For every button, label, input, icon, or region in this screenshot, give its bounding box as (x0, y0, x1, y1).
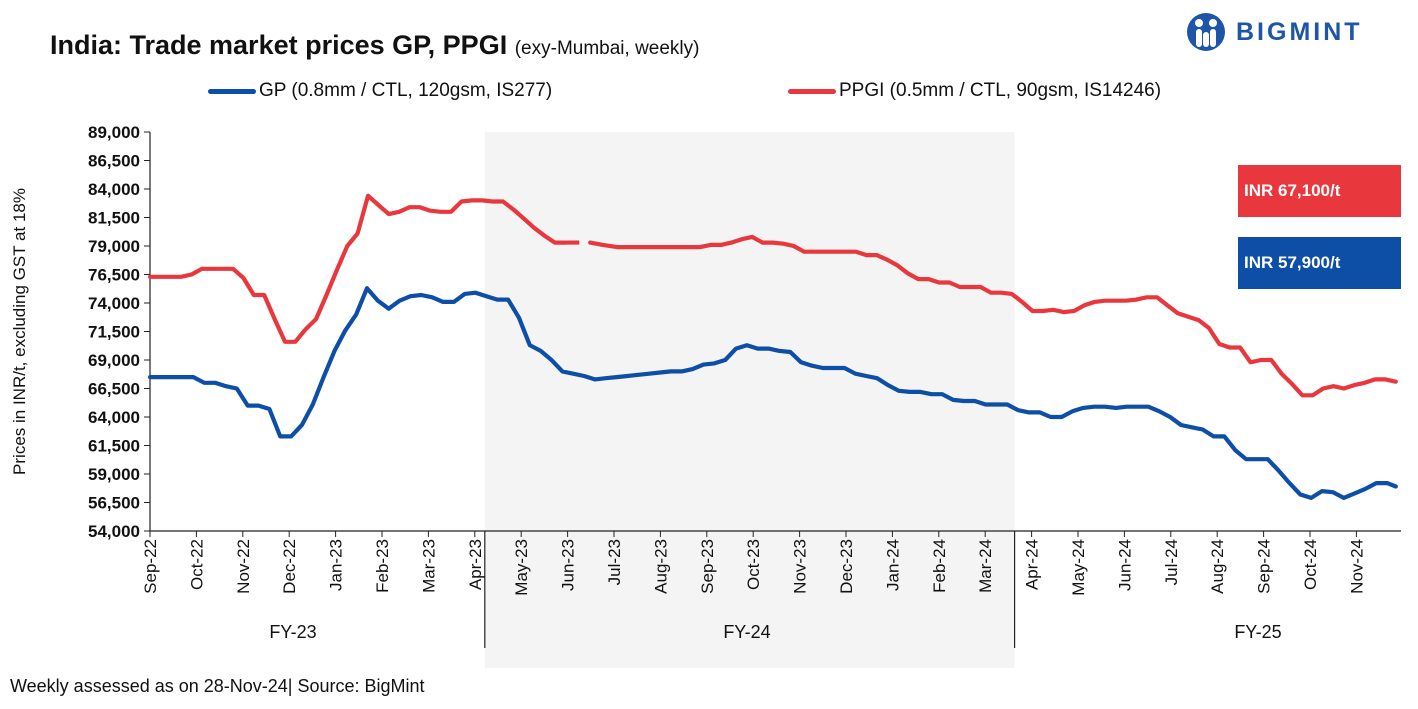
footer-note: Weekly assessed as on 28-Nov-24| Source:… (10, 676, 425, 697)
legend-label-gp: GP (0.8mm / CTL, 120gsm, IS277) (259, 80, 553, 101)
x-tick-label: Jun-23 (559, 539, 578, 591)
brand-name: BIGMINT (1236, 17, 1363, 46)
x-tick-label: Jan-24 (883, 539, 902, 591)
y-tick-label: 74,000 (88, 294, 140, 313)
x-tick-label: Oct-24 (1301, 539, 1320, 590)
legend-swatch-ppgi (788, 88, 836, 94)
y-tick-label: 56,500 (88, 494, 140, 513)
x-tick-label: Nov-23 (791, 539, 810, 594)
series-line-ppgi (588, 234, 1398, 398)
x-tick-label: Apr-24 (1023, 539, 1042, 590)
y-tick-label: 59,000 (88, 465, 140, 484)
y-axis-label: Prices in INR/t, excluding GST at 18% (10, 188, 29, 475)
x-tick-label: Aug-23 (651, 539, 670, 594)
x-tick-label: Nov-24 (1347, 539, 1366, 594)
series-line-ppgi (147, 193, 568, 344)
x-tick-label: Oct-22 (187, 539, 206, 590)
fiscal-year-label: FY-24 (723, 622, 770, 642)
y-tick-label: 64,000 (88, 408, 140, 427)
legend-label-ppgi: PPGI (0.5mm / CTL, 90gsm, IS14246) (839, 80, 1162, 101)
bigmint-logo-icon (1187, 13, 1225, 51)
chart-title: India: Trade market prices GP, PPGI (exy… (50, 30, 699, 61)
fiscal-year-label: FY-23 (269, 622, 316, 642)
x-tick-label: Jul-23 (605, 539, 624, 585)
x-tick-label: Oct-23 (744, 539, 763, 590)
x-tick-label: Apr-23 (466, 539, 485, 590)
x-tick-label: Sep-22 (141, 539, 160, 594)
x-tick-label: Jul-24 (1162, 539, 1181, 585)
y-tick-label: 79,000 (88, 237, 140, 256)
x-tick-label: Dec-22 (280, 539, 299, 594)
chart-subtitle: (exy-Mumbai, weekly) (514, 38, 700, 59)
y-tick-label: 54,000 (88, 522, 140, 541)
x-tick-label: Mar-24 (976, 539, 995, 593)
x-tick-label: Sep-23 (698, 539, 717, 594)
x-tick-label: Feb-23 (373, 539, 392, 593)
y-tick-label: 81,500 (88, 209, 140, 228)
y-tick-label: 89,000 (88, 123, 140, 142)
y-tick-label: 69,000 (88, 351, 140, 370)
x-tick-label: Jan-23 (327, 539, 346, 591)
x-tick-label: Feb-24 (930, 539, 949, 593)
brand-logo: BIGMINT (1186, 12, 1363, 52)
y-tick-label: 76,500 (88, 266, 140, 285)
legend-item-gp: GP (0.8mm / CTL, 120gsm, IS277) (208, 80, 552, 102)
x-tick-label: Dec-23 (837, 539, 856, 594)
footer-assessed: Weekly assessed as on 28-Nov-24| (10, 676, 293, 696)
x-tick-label: Nov-22 (234, 539, 253, 594)
x-tick-label: May-24 (1069, 539, 1088, 596)
x-tick-label: Sep-24 (1255, 539, 1274, 594)
y-tick-label: 84,000 (88, 180, 140, 199)
legend-item-ppgi: PPGI (0.5mm / CTL, 90gsm, IS14246) (788, 80, 1161, 102)
gp-latest-callout: INR 57,900/t (1238, 237, 1401, 289)
x-tick-label: May-23 (512, 539, 531, 596)
ppgi-latest-callout: INR 67,100/t (1238, 165, 1401, 217)
y-tick-label: 71,500 (88, 323, 140, 342)
y-tick-label: 66,500 (88, 380, 140, 399)
x-tick-label: Jun-24 (1115, 539, 1134, 591)
legend-swatch-gp (208, 88, 256, 94)
chart-title-main: India: Trade market prices GP, PPGI (50, 30, 508, 60)
fy24-shaded-band (484, 132, 1015, 668)
footer-source: Source: BigMint (297, 676, 425, 696)
y-tick-label: 86,500 (88, 152, 140, 171)
x-tick-label: Mar-23 (419, 539, 438, 593)
series-line-gp (147, 286, 1398, 500)
fiscal-year-label: FY-25 (1234, 622, 1281, 642)
y-tick-label: 61,500 (88, 437, 140, 456)
x-tick-label: Aug-24 (1208, 539, 1227, 594)
